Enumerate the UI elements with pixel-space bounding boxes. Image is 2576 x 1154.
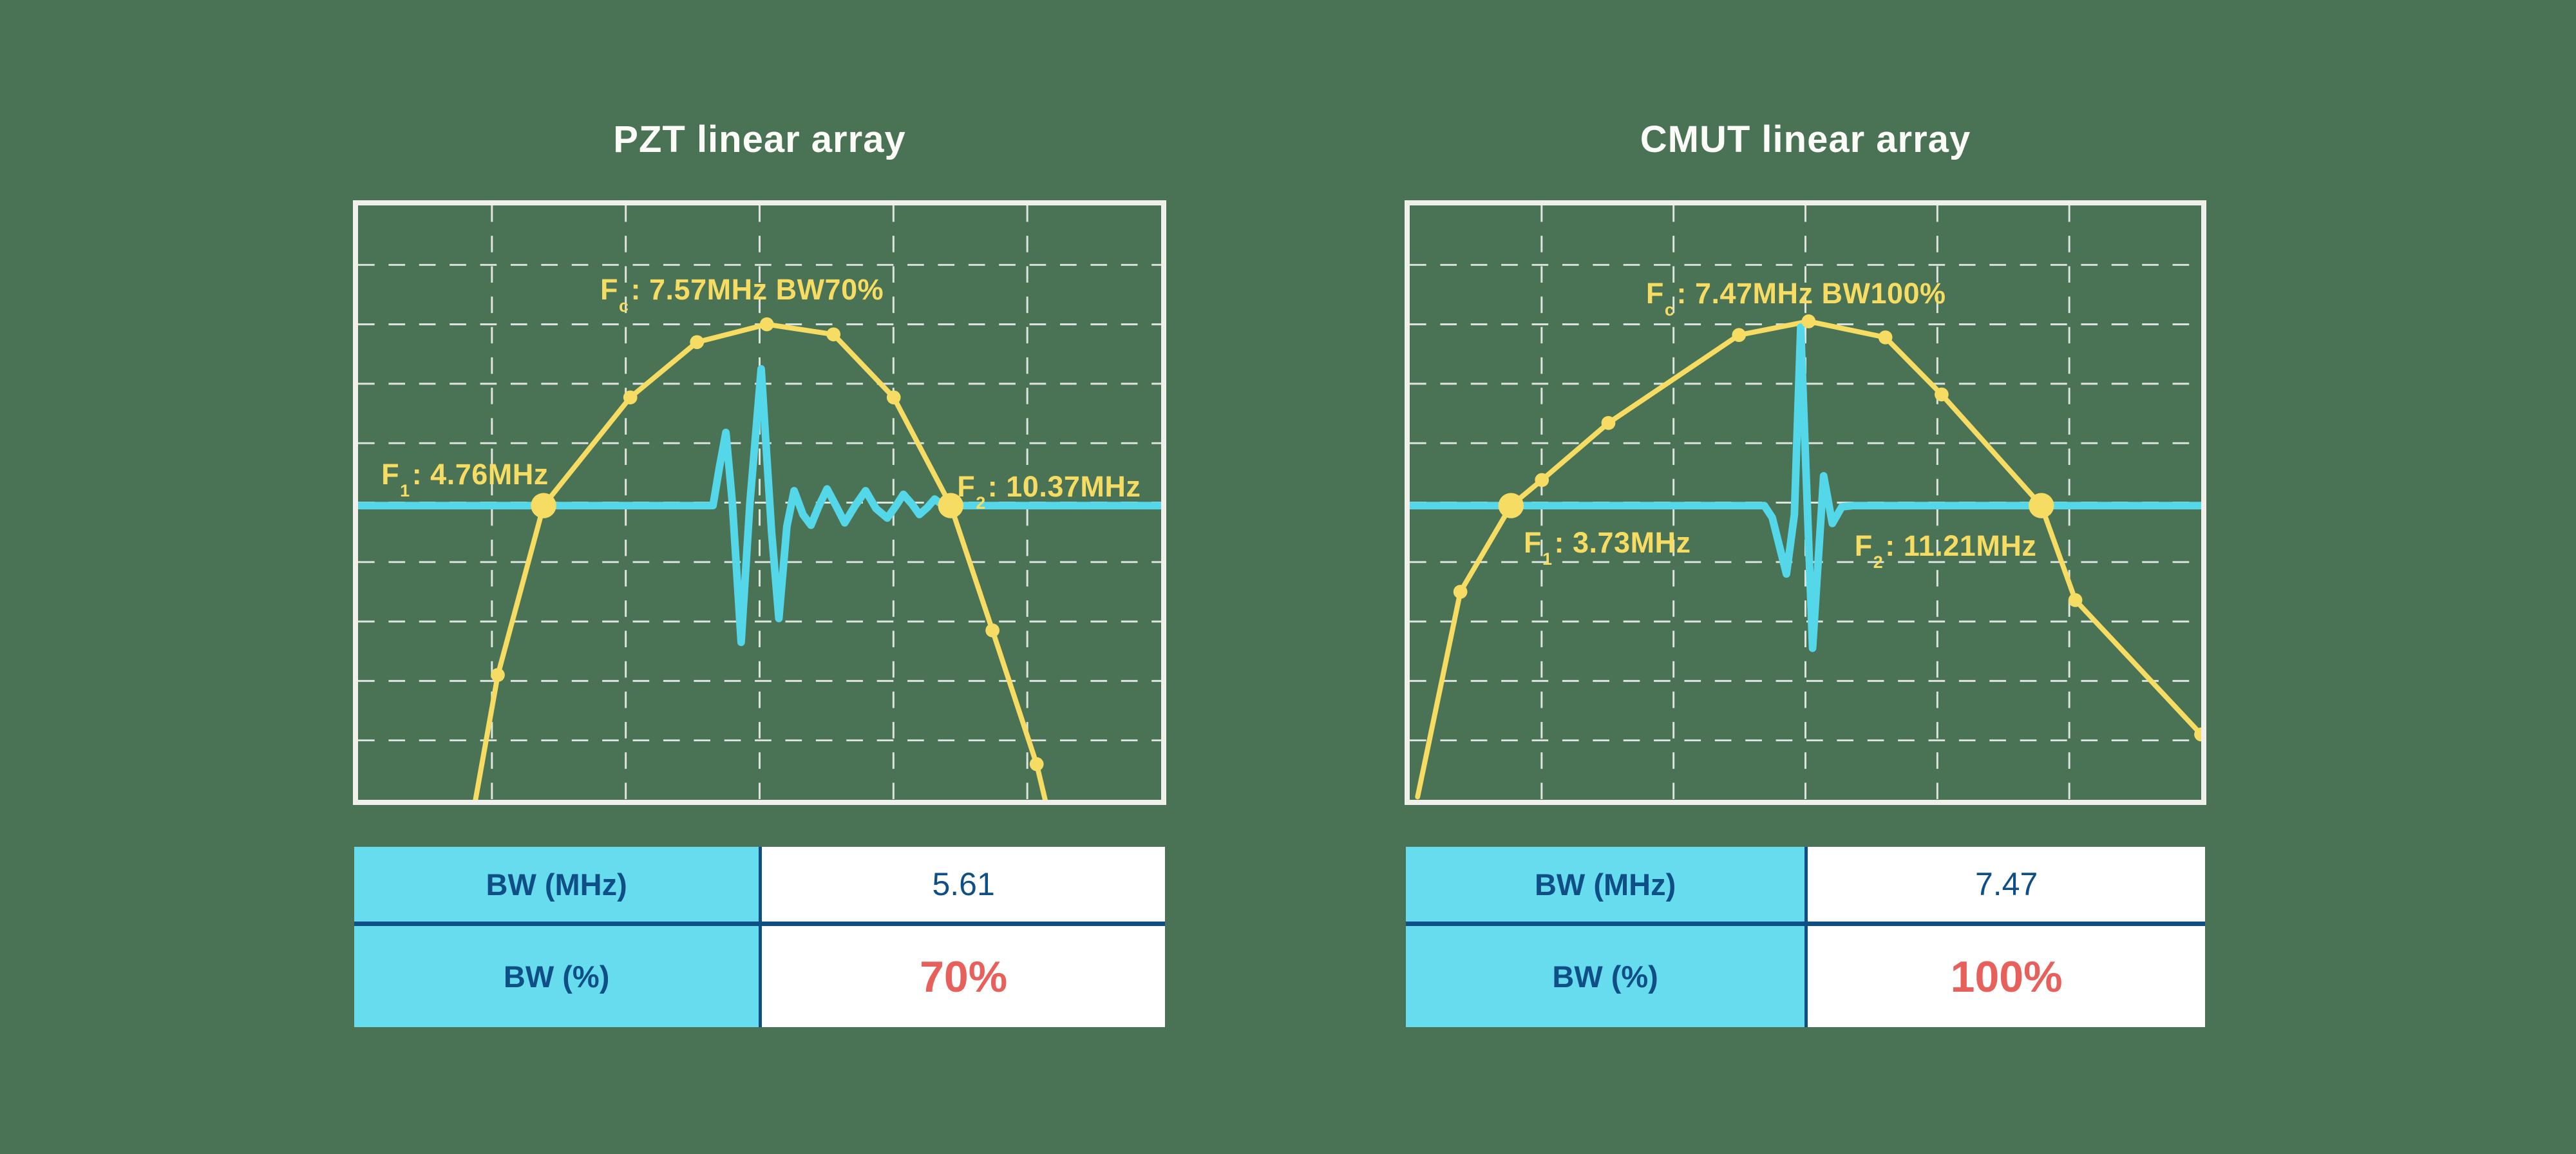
f2-symbol: F	[957, 469, 976, 503]
data-point-marker	[2194, 727, 2201, 742]
f2-symbol: F	[1854, 529, 1873, 562]
bw-mhz-label-cell: BW (MHz)	[1406, 847, 1808, 922]
f1-value-text: : 3.73MHz	[1554, 526, 1691, 560]
pzt-bandwidth-table: BW (MHz) 5.61 BW (%) 70%	[354, 847, 1165, 1027]
cmut-f1-annotation: F1: 3.73MHz	[1523, 526, 1691, 568]
cmut-spectrum-chart: Fc: 7.47MHz BW100% F1: 3.73MHz F2: 11.21…	[1405, 200, 2206, 805]
data-point-marker	[690, 335, 705, 350]
f2-value-text: : 11.21MHz	[1885, 529, 2037, 562]
f1-value-text: : 4.76MHz	[412, 458, 549, 491]
bw-mhz-value-cell: 5.61	[762, 847, 1165, 922]
f1-symbol: F	[1523, 526, 1542, 560]
bandwidth-crossing-marker	[1498, 493, 1524, 518]
bw-percent-value-cell: 70%	[762, 926, 1165, 1027]
f2-value-text: : 10.37MHz	[987, 469, 1141, 503]
data-point-marker	[491, 668, 505, 682]
f2-subscript: 2	[976, 493, 986, 513]
pzt-panel: PZT linear array Fc: 7.57MHz BW70% F1: 4…	[353, 0, 1166, 1154]
data-point-marker	[1453, 585, 1468, 599]
bandwidth-crossing-marker	[531, 493, 556, 518]
f1-subscript: 1	[1542, 549, 1553, 569]
pulse-waveform	[1410, 323, 2201, 652]
bw-mhz-label-cell: BW (MHz)	[354, 847, 762, 922]
bandwidth-crossing-marker	[2028, 493, 2054, 518]
data-point-marker	[1935, 387, 1949, 402]
cmut-panel: CMUT linear array Fc: 7.47MHz BW100% F1:…	[1405, 0, 2206, 1154]
fc-symbol: F	[1645, 276, 1664, 310]
data-point-marker	[1535, 473, 1549, 487]
pulse-waveform	[358, 364, 1161, 647]
data-point-marker	[985, 623, 999, 638]
data-point-marker	[2068, 593, 2083, 607]
bw-percent-label-cell: BW (%)	[354, 926, 762, 1027]
cmut-fc-annotation: Fc: 7.47MHz BW100%	[1645, 276, 1946, 319]
data-point-marker	[1878, 330, 1893, 345]
fc-symbol: F	[600, 273, 618, 307]
bw-percent-label-cell: BW (%)	[1406, 926, 1808, 1027]
f1-symbol: F	[381, 458, 400, 491]
pzt-f2-annotation: F2: 10.37MHz	[957, 469, 1141, 512]
bandwidth-crossing-marker	[938, 493, 964, 518]
f2-subscript: 2	[1873, 553, 1884, 572]
data-point-marker	[1732, 328, 1747, 343]
pzt-panel-title: PZT linear array	[613, 118, 906, 160]
bw-percent-value-cell: 100%	[1808, 926, 2205, 1027]
f1-subscript: 1	[400, 481, 410, 501]
table-row: BW (%) 70%	[354, 922, 1165, 1027]
fc-subscript: c	[1664, 299, 1675, 319]
data-point-marker	[759, 317, 774, 332]
data-point-marker	[1801, 314, 1816, 328]
data-point-marker	[826, 327, 841, 342]
data-point-marker	[1601, 416, 1616, 430]
pzt-fc-annotation: Fc: 7.57MHz BW70%	[600, 273, 884, 315]
data-point-marker	[886, 390, 901, 404]
table-row: BW (MHz) 5.61	[354, 847, 1165, 922]
fc-value-text: : 7.47MHz BW100%	[1676, 276, 1946, 310]
data-point-marker	[1029, 757, 1044, 771]
cmut-bandwidth-table: BW (MHz) 7.47 BW (%) 100%	[1406, 847, 2205, 1027]
data-point-marker	[623, 390, 638, 404]
pzt-chart-canvas	[358, 205, 1161, 800]
fc-value-text: : 7.57MHz BW70%	[630, 273, 884, 307]
table-row: BW (%) 100%	[1406, 922, 2205, 1027]
fc-subscript: c	[619, 296, 629, 316]
cmut-chart-canvas	[1410, 205, 2201, 800]
bw-mhz-value-cell: 7.47	[1808, 847, 2205, 922]
spectrum-curve	[473, 321, 1048, 800]
pzt-f1-annotation: F1: 4.76MHz	[381, 458, 549, 500]
table-row: BW (MHz) 7.47	[1406, 847, 2205, 922]
cmut-f2-annotation: F2: 11.21MHz	[1854, 529, 2037, 571]
pzt-spectrum-chart: Fc: 7.57MHz BW70% F1: 4.76MHz F2: 10.37M…	[353, 200, 1166, 805]
cmut-panel-title: CMUT linear array	[1640, 118, 1971, 160]
